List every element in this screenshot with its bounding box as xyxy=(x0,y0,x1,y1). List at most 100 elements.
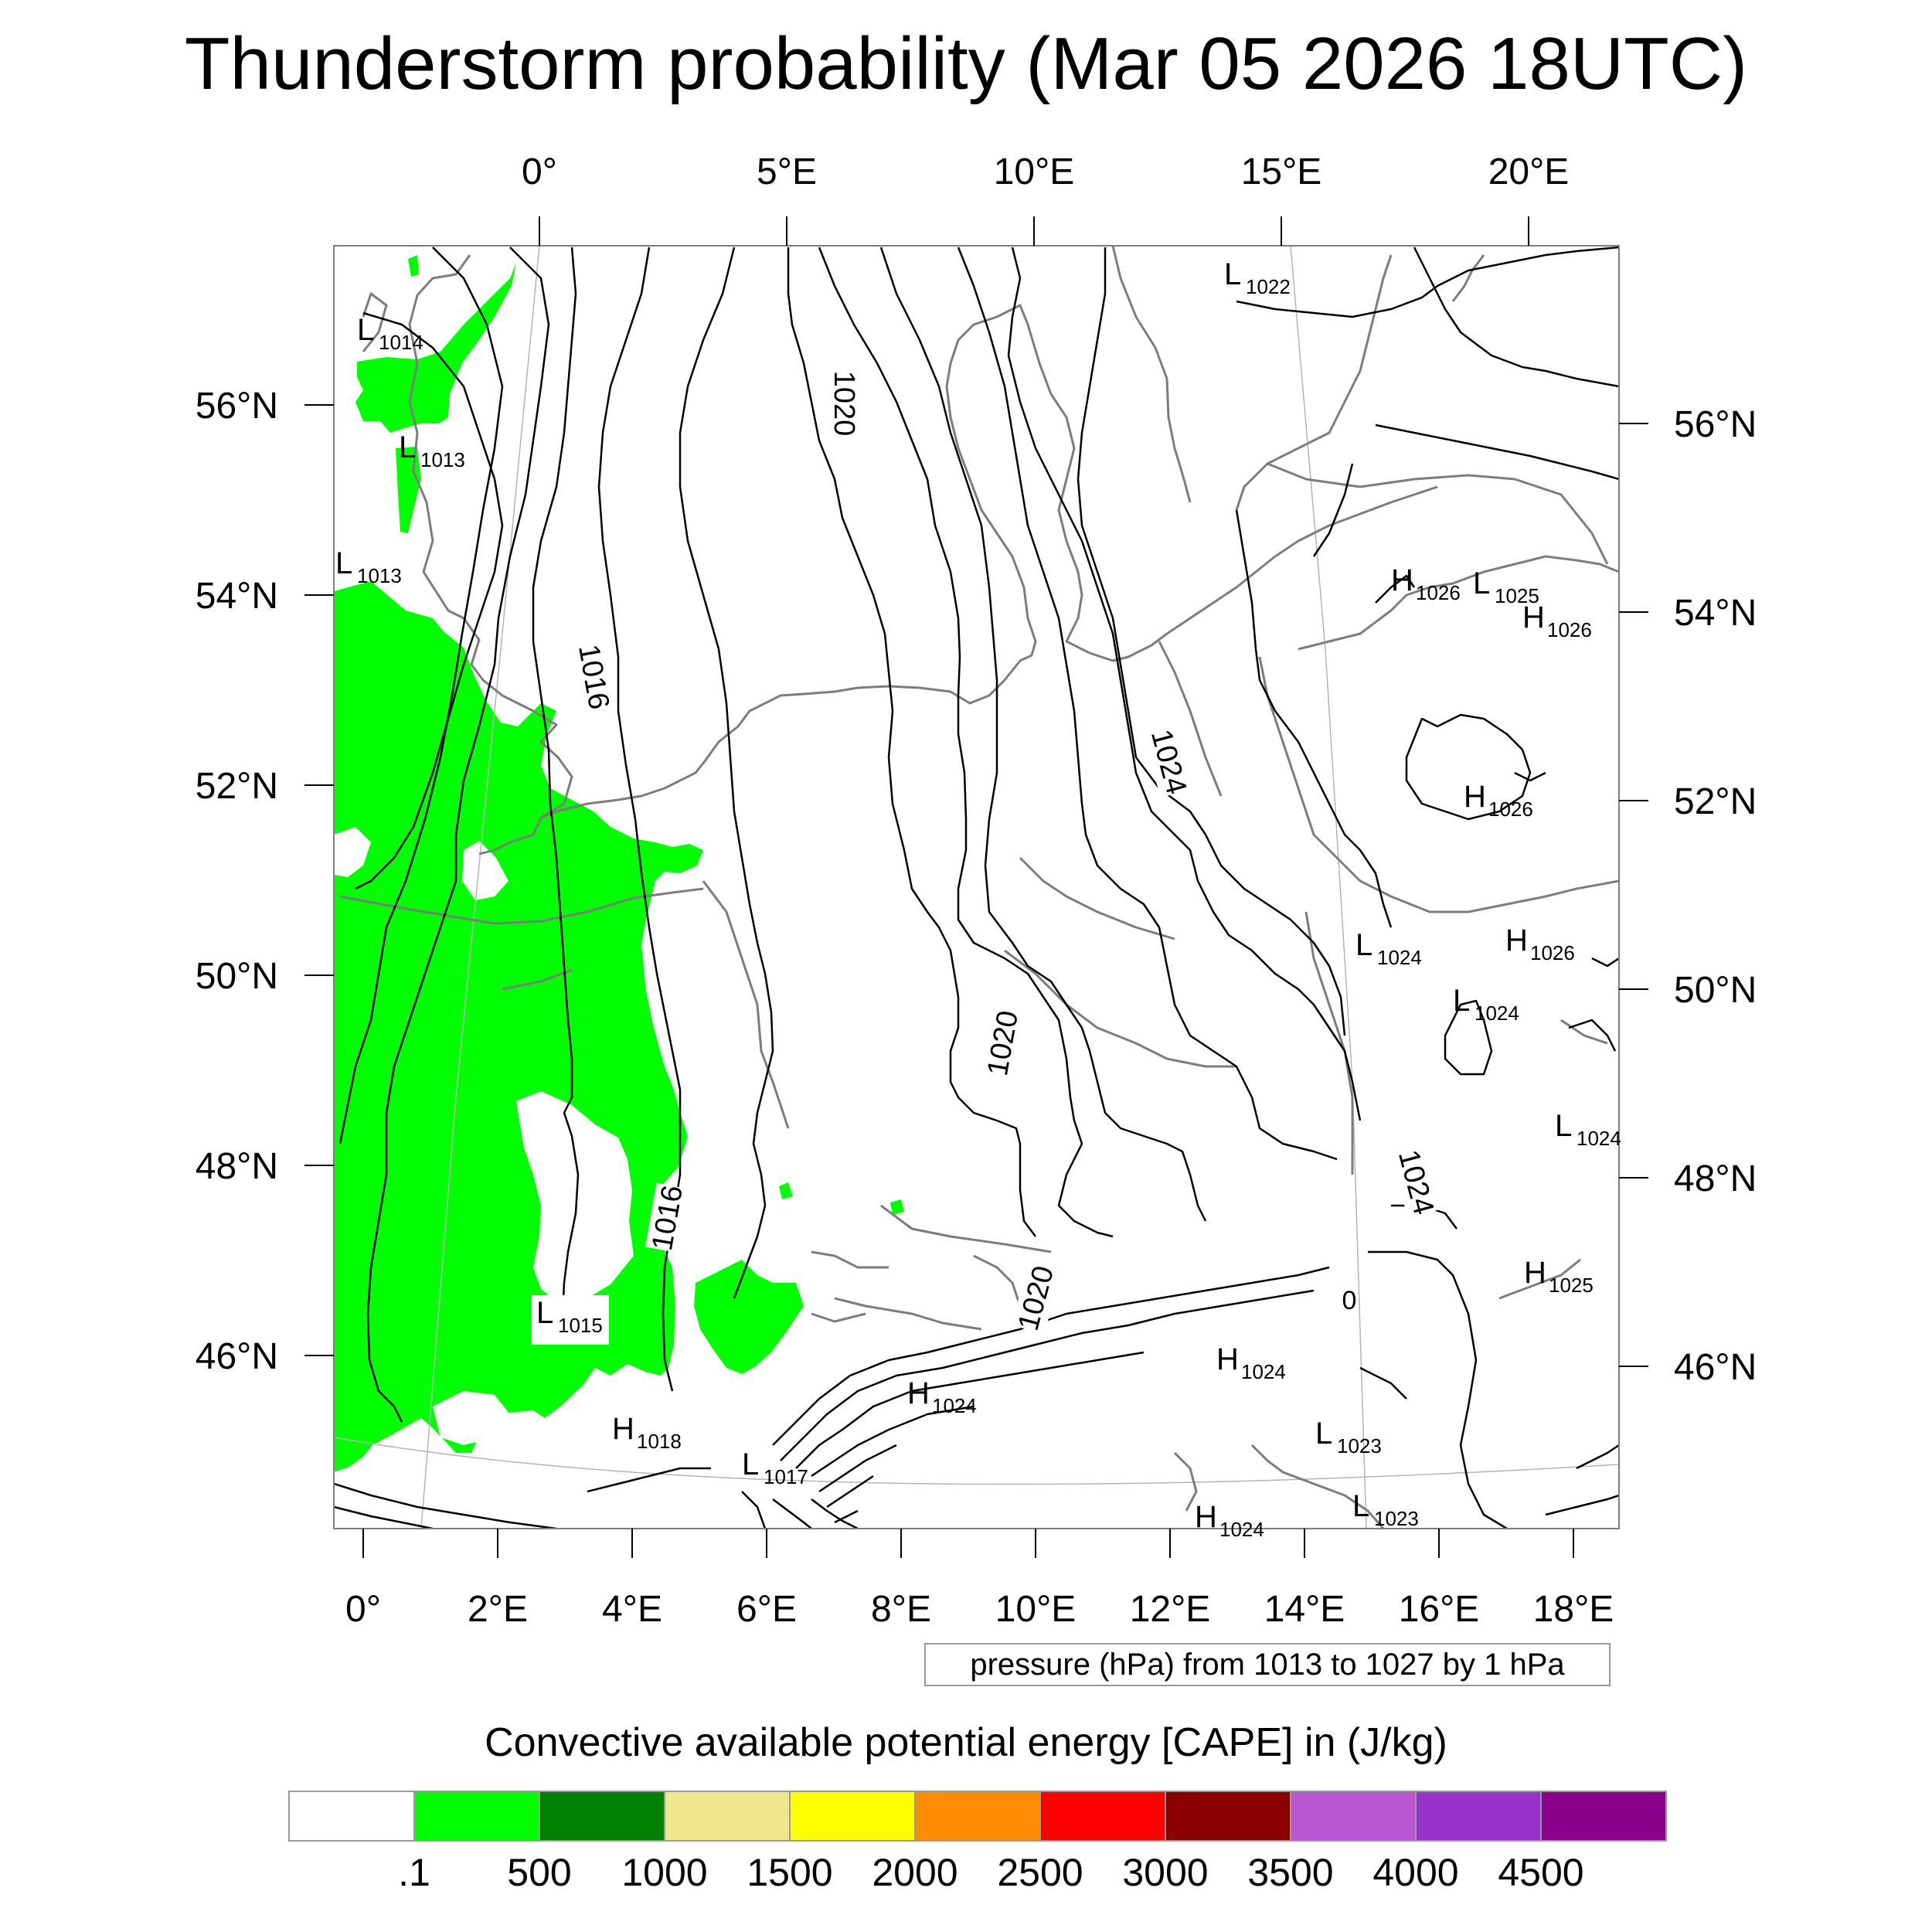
colorbar-swatch xyxy=(1540,1791,1667,1842)
map-plot-area xyxy=(334,246,1619,1529)
pressure-center: L 1015 xyxy=(532,1295,609,1345)
right-lat-labels: 56°N 54°N 52°N 50°N 48°N 46°N xyxy=(1674,404,1757,1388)
lat-label: 52°N xyxy=(196,766,278,807)
svg-text:L: L xyxy=(1352,1489,1369,1523)
lat-label: 48°N xyxy=(1674,1158,1757,1199)
svg-text:1014: 1014 xyxy=(379,331,423,354)
colorbar-label: 3500 xyxy=(1247,1851,1333,1894)
svg-text:H: H xyxy=(1216,1342,1239,1376)
lon-label: 10°E xyxy=(994,151,1075,192)
pressure-center: L 1022 xyxy=(1224,257,1291,298)
lon-label: 0° xyxy=(522,151,557,192)
colorbar-label: .1 xyxy=(398,1851,430,1894)
lat-label: 56°N xyxy=(1674,404,1757,445)
contour-label: 0 xyxy=(1342,1286,1357,1315)
svg-text:1024: 1024 xyxy=(932,1394,977,1417)
pressure-note: pressure (hPa) from 1013 to 1027 by 1 hP… xyxy=(924,1643,1611,1686)
pressure-center: H 1024 xyxy=(1216,1342,1286,1383)
svg-text:1025: 1025 xyxy=(1549,1274,1594,1297)
map-title: Thunderstorm probability (Mar 05 2026 18… xyxy=(184,22,1748,105)
lat-label: 46°N xyxy=(196,1336,278,1377)
lon-label: 10°E xyxy=(995,1589,1077,1630)
svg-text:H: H xyxy=(1195,1500,1217,1534)
lat-label: 54°N xyxy=(196,576,278,617)
svg-text:L: L xyxy=(335,546,352,580)
lon-label: 12°E xyxy=(1130,1589,1211,1630)
svg-text:L: L xyxy=(1224,257,1241,291)
svg-text:1026: 1026 xyxy=(1530,941,1575,964)
svg-text:1024: 1024 xyxy=(1219,1518,1264,1541)
pressure-center: L 1025 xyxy=(1473,566,1539,607)
colorbar-label: 2500 xyxy=(997,1851,1083,1894)
svg-text:L: L xyxy=(399,430,416,464)
colorbar-swatch xyxy=(664,1791,791,1842)
pressure-center: L 1017 xyxy=(742,1447,808,1488)
colorbar-swatch xyxy=(1415,1791,1542,1842)
lon-label: 5°E xyxy=(757,151,817,192)
svg-text:H: H xyxy=(612,1412,634,1446)
lon-label: 4°E xyxy=(602,1589,662,1630)
lon-label: 2°E xyxy=(468,1589,528,1630)
lon-label: 18°E xyxy=(1533,1589,1614,1630)
axis-ticks xyxy=(304,216,1648,1558)
pressure-center: L 1024 xyxy=(1355,928,1422,969)
colorbar-swatch xyxy=(288,1791,415,1842)
pressure-center: H 1025 xyxy=(1524,1256,1594,1297)
svg-text:1023: 1023 xyxy=(1374,1507,1419,1530)
contour-label: 1020 xyxy=(828,371,860,437)
lon-label: 20°E xyxy=(1488,151,1570,192)
pressure-center: H 1026 xyxy=(1505,923,1575,964)
colorbar-label: 4000 xyxy=(1372,1851,1458,1894)
graticule xyxy=(334,246,1619,1529)
colorbar-label: 1500 xyxy=(747,1851,832,1894)
lat-label: 46°N xyxy=(1674,1347,1757,1388)
svg-text:L: L xyxy=(1315,1417,1332,1451)
svg-text:L: L xyxy=(536,1296,553,1330)
svg-text:1024: 1024 xyxy=(1241,1360,1286,1383)
colorbar-swatch xyxy=(1039,1791,1166,1842)
pressure-centers: L 1014 L 1013 L 1013 L 1022 H 1026 L 1025 H 102… xyxy=(335,257,1621,1541)
svg-text:H: H xyxy=(907,1376,930,1410)
cape-shading xyxy=(334,255,904,1472)
lat-label: 54°N xyxy=(1674,593,1757,634)
lon-label: 15°E xyxy=(1241,151,1322,192)
colorbar: .1 500 1000 1500 2000 2500 3000 3500 4000 4500 xyxy=(288,1791,1667,1894)
pressure-center: H 1024 xyxy=(1195,1500,1264,1541)
lon-label: 0° xyxy=(345,1589,381,1630)
colorbar-swatch xyxy=(1165,1791,1291,1842)
lon-label: 14°E xyxy=(1264,1589,1345,1630)
lon-label: 8°E xyxy=(871,1589,931,1630)
svg-text:H: H xyxy=(1464,780,1486,814)
colorbar-swatch xyxy=(914,1791,1041,1842)
svg-text:L: L xyxy=(1555,1109,1572,1143)
pressure-center: L 1013 xyxy=(335,546,402,587)
svg-text:1018: 1018 xyxy=(637,1430,682,1453)
svg-text:1015: 1015 xyxy=(558,1314,603,1337)
pressure-center: L 1023 xyxy=(1352,1489,1419,1530)
svg-text:L: L xyxy=(1453,984,1470,1018)
coastlines xyxy=(339,246,1619,1529)
colorbar-label: 500 xyxy=(507,1851,571,1894)
left-lat-labels: 56°N 54°N 52°N 50°N 48°N 46°N xyxy=(196,386,278,1377)
svg-text:L: L xyxy=(742,1447,759,1481)
colorbar-label: 2000 xyxy=(872,1851,957,1894)
svg-text:1013: 1013 xyxy=(420,448,465,471)
pressure-center: H 1026 xyxy=(1391,563,1461,604)
pressure-center: L 1024 xyxy=(1555,1109,1621,1150)
svg-text:1025: 1025 xyxy=(1495,584,1539,607)
svg-text:H: H xyxy=(1505,923,1528,957)
lat-label: 50°N xyxy=(1674,970,1757,1011)
svg-text:H: H xyxy=(1391,563,1413,597)
svg-text:1017: 1017 xyxy=(764,1465,808,1488)
svg-text:1026: 1026 xyxy=(1416,581,1461,604)
top-lon-labels: 0° 5°E 10°E 15°E 20°E xyxy=(522,151,1569,192)
svg-text:L: L xyxy=(1473,566,1490,600)
colorbar-swatch xyxy=(413,1791,540,1842)
bottom-lon-labels: 0° 2°E 4°E 6°E 8°E 10°E 12°E 14°E 16°E 1… xyxy=(345,1589,1614,1630)
svg-text:1026: 1026 xyxy=(1488,798,1533,821)
svg-text:1023: 1023 xyxy=(1337,1434,1382,1458)
colorbar-label: 1000 xyxy=(621,1851,707,1894)
pressure-center: L 1024 xyxy=(1453,984,1519,1025)
